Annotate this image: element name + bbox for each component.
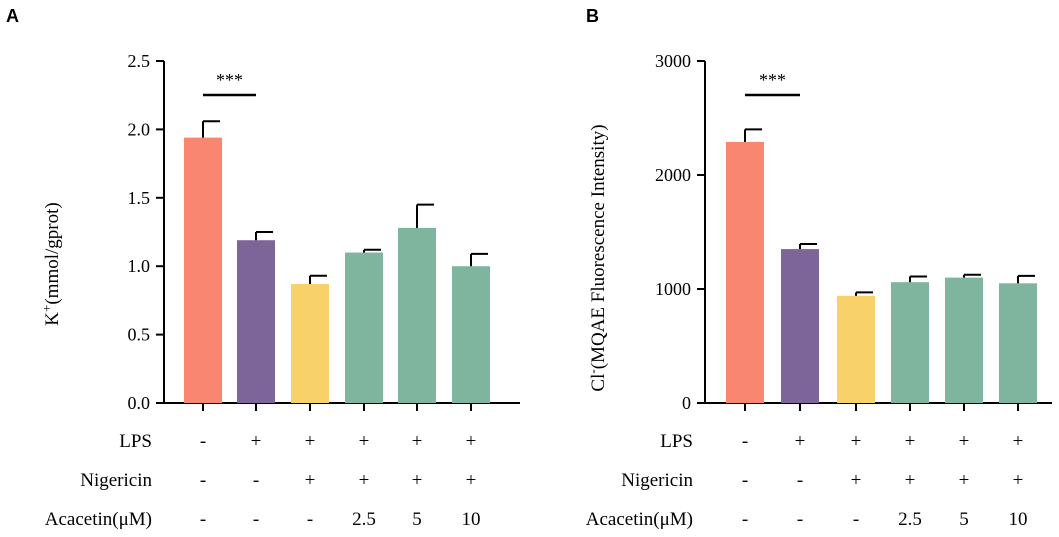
panel-a-row-2-cell-2: - <box>253 470 259 491</box>
panel-b-row-label-3: Acacetin(μM) <box>586 509 693 530</box>
panel-a-y-tick-label: 1.0 <box>128 256 151 276</box>
panel-b-bar-4 <box>891 282 929 403</box>
panel-a-treatment-table: LPS - + + + + + Nigericin - - + + + + Acacetin(μM) - - - 2… <box>45 431 481 530</box>
panel-b-row-2-cell-2: - <box>797 470 803 491</box>
panel-a-row-2-cell-5: + <box>412 470 423 491</box>
panel-a-row-3-cell-5: 5 <box>412 509 422 530</box>
panel-a-row-3-cell-4: 2.5 <box>352 509 376 530</box>
panel-b-ylabel-sup: - <box>585 369 600 373</box>
panel-a-bar-5 <box>398 227 436 403</box>
panel-b-label: B <box>586 6 599 26</box>
panel-b-row-3-cell-5: 5 <box>959 509 969 530</box>
panel-a-axes: 0.0 0.5 1.0 1.5 2.0 2.5 <box>128 51 520 413</box>
panel-b-row-3-cell-3: - <box>853 509 859 530</box>
panel-a-row-3-cell-6: 10 <box>462 509 481 530</box>
panel-b-bar-1 <box>726 141 764 403</box>
panel-b-row-label-1: LPS <box>660 431 693 452</box>
panel-a-row-1-cell-5: + <box>412 431 423 452</box>
panel-a-row-label-1: LPS <box>119 431 152 452</box>
panel-b-treatment-table: LPS - + + + + + Nigericin - - + + + + Acacetin(μM) - - - 2… <box>586 431 1028 530</box>
panel-a-y-tick-label: 2.0 <box>128 119 151 139</box>
panel-a-row-label-2: Nigericin <box>80 470 152 491</box>
panel-b-y-tick-label: 2000 <box>655 165 691 185</box>
panel-b-bar-5 <box>945 277 983 403</box>
panel-b-row-1-cell-4: + <box>905 431 916 452</box>
panel-a-y-tick-label: 1.5 <box>128 188 151 208</box>
panel-b-bar-6 <box>999 283 1037 403</box>
panel-a-row-1-cell-4: + <box>359 431 370 452</box>
panel-b-bars: *** <box>726 70 1037 403</box>
panel-b-ylabel-main: Cl <box>588 374 609 392</box>
panel-b-row-1-cell-1: - <box>742 431 748 452</box>
panel-b: B Cl-(MQAE Fluorescence Intensity) 01000… <box>585 6 1052 530</box>
panel-a-y-tick-label: 2.5 <box>128 51 151 71</box>
panel-b-row-2-cell-3: + <box>851 470 862 491</box>
panel-b-y-tick-label: 3000 <box>655 51 691 71</box>
panel-a-row-3-cell-3: - <box>307 509 313 530</box>
panel-a-y-axis-title: K+(mmol/gprot) <box>39 202 64 325</box>
panel-a-row-1-cell-3: + <box>305 431 316 452</box>
panel-b-row-1-cell-3: + <box>851 431 862 452</box>
panel-a-bars: *** <box>184 70 490 403</box>
panel-b-row-label-2: Nigericin <box>621 470 693 491</box>
panel-a-ylabel-rest: (mmol/gprot) <box>42 202 63 304</box>
panel-b-ylabel-rest: (MQAE Fluorescence Intensity) <box>588 124 609 369</box>
panel-a-row-2-cell-6: + <box>466 470 477 491</box>
panel-a-y-tick-label: 0.5 <box>128 325 151 345</box>
panel-b-row-2-cell-4: + <box>905 470 916 491</box>
panel-b-significance-label: *** <box>759 70 786 90</box>
panel-a-ylabel-main: K <box>42 312 63 326</box>
panel-a-ylabel-sup: + <box>39 305 54 312</box>
panel-a-row-1-cell-2: + <box>251 431 262 452</box>
panel-b-row-3-cell-2: - <box>797 509 803 530</box>
panel-b-axes: 0 1000 2000 3000 <box>655 51 1052 413</box>
panel-b-row-3-cell-6: 10 <box>1009 509 1028 530</box>
panel-a-row-1-cell-1: - <box>200 431 206 452</box>
panel-b-y-tick-label: 1000 <box>655 279 691 299</box>
panel-a-row-3-cell-2: - <box>253 509 259 530</box>
panel-b-row-2-cell-5: + <box>959 470 970 491</box>
panel-a-row-3-cell-1: - <box>200 509 206 530</box>
panel-a-bar-4 <box>345 252 383 403</box>
panel-b-row-2-cell-1: - <box>742 470 748 491</box>
panel-a-bar-3 <box>291 283 329 403</box>
panel-b-row-1-cell-6: + <box>1013 431 1024 452</box>
panel-a-bar-1 <box>184 137 222 403</box>
panel-a-row-2-cell-4: + <box>359 470 370 491</box>
panel-a-row-label-3: Acacetin(μM) <box>45 509 152 530</box>
panel-a-row-1-cell-6: + <box>466 431 477 452</box>
panel-b-y-axis-title: Cl-(MQAE Fluorescence Intensity) <box>585 124 610 391</box>
panel-a: A K+(mmol/gprot) 0.00.51.01.52.02.5 *** … <box>6 6 520 530</box>
panel-a-label: A <box>6 6 19 26</box>
panel-b-bar-2 <box>781 249 819 403</box>
panel-a-row-2-cell-1: - <box>200 470 206 491</box>
panel-b-row-3-cell-4: 2.5 <box>898 509 922 530</box>
panel-a-y-tick-label: 0.0 <box>128 393 151 413</box>
panel-a-bar-6 <box>452 266 490 403</box>
panel-b-row-1-cell-5: + <box>959 431 970 452</box>
panel-b-row-1-cell-2: + <box>795 431 806 452</box>
panel-b-y-tick-label: 0 <box>682 393 691 413</box>
panel-b-row-2-cell-6: + <box>1013 470 1024 491</box>
panel-b-bar-3 <box>837 295 875 403</box>
panel-b-row-3-cell-1: - <box>742 509 748 530</box>
panel-a-row-2-cell-3: + <box>305 470 316 491</box>
panel-a-bar-2 <box>237 240 275 403</box>
panel-a-significance-label: *** <box>216 70 243 90</box>
